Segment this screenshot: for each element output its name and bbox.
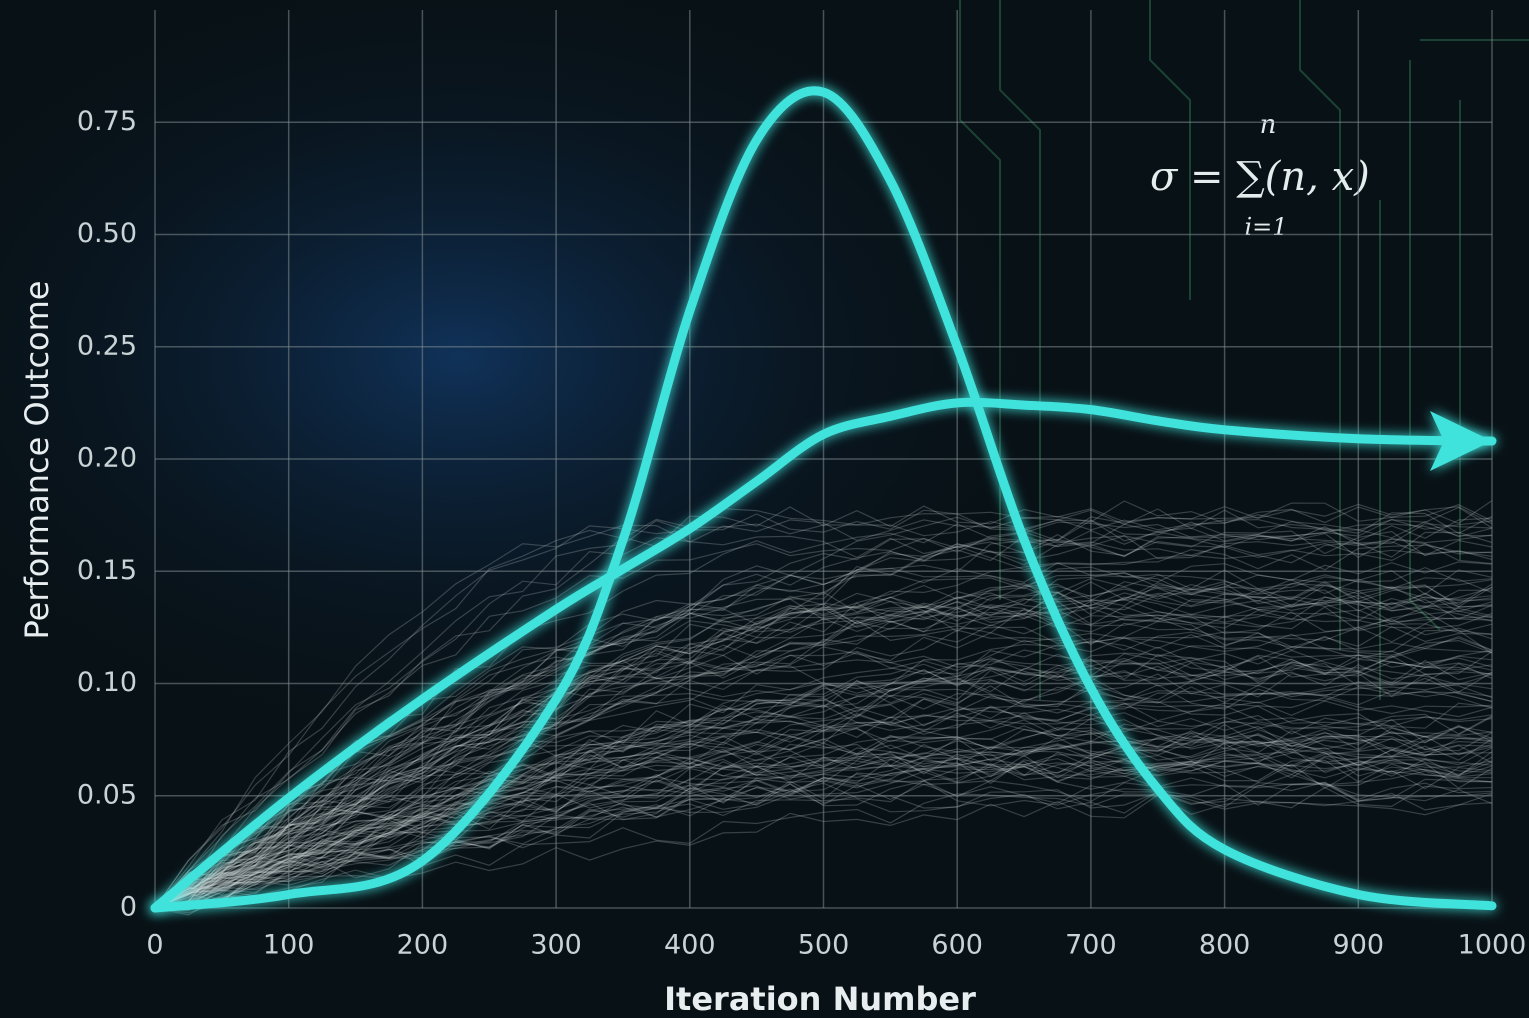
y-tick-label: 0: [120, 892, 137, 923]
y-tick-label: 0.05: [77, 779, 137, 810]
x-tick-label: 100: [263, 930, 315, 961]
x-axis-label: Iteration Number: [664, 980, 976, 1018]
x-tick-label: 800: [1199, 930, 1251, 961]
x-tick-label: 900: [1333, 930, 1385, 961]
x-tick-label: 1000: [1458, 930, 1527, 961]
formula-upper: n: [1260, 110, 1277, 140]
x-tick-label: 200: [397, 930, 449, 961]
x-tick-label: 600: [931, 930, 983, 961]
y-tick-label: 0.15: [77, 555, 137, 586]
x-tick-label: 300: [530, 930, 582, 961]
x-tick-label: 0: [146, 930, 163, 961]
y-tick-label: 0.20: [77, 443, 137, 474]
y-tick-label: 0.50: [77, 218, 137, 249]
y-tick-label: 0.10: [77, 667, 137, 698]
x-tick-label: 700: [1065, 930, 1117, 961]
x-tick-label: 500: [798, 930, 850, 961]
x-tick-label: 400: [664, 930, 716, 961]
chart: Iteration Number Performance Outcome σ =…: [0, 0, 1529, 1018]
y-axis-label: Performance Outcome: [18, 281, 56, 640]
formula: σ = ∑(n, x): [1150, 154, 1370, 200]
formula-lower: i=1: [1244, 213, 1287, 241]
y-tick-label: 0.75: [77, 106, 137, 137]
y-tick-label: 0.25: [77, 330, 137, 361]
